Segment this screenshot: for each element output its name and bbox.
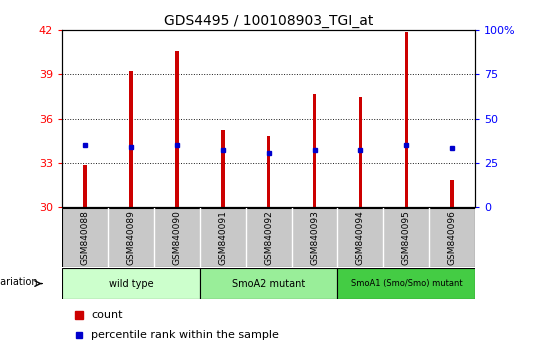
Bar [404, 32, 408, 207]
Text: SmoA1 (Smo/Smo) mutant: SmoA1 (Smo/Smo) mutant [350, 279, 462, 288]
Bar [83, 165, 87, 207]
Bar [450, 180, 454, 207]
Text: GSM840089: GSM840089 [126, 210, 136, 265]
Text: percentile rank within the sample: percentile rank within the sample [91, 330, 279, 340]
Text: GSM840095: GSM840095 [402, 210, 411, 265]
Text: GSM840093: GSM840093 [310, 210, 319, 265]
Bar [338, 268, 475, 299]
Text: wild type: wild type [109, 279, 153, 289]
Text: GSM840091: GSM840091 [218, 210, 227, 265]
Title: GDS4495 / 100108903_TGI_at: GDS4495 / 100108903_TGI_at [164, 14, 373, 28]
Text: GSM840090: GSM840090 [172, 210, 181, 265]
Text: GSM840092: GSM840092 [264, 210, 273, 265]
Text: GSM840096: GSM840096 [448, 210, 457, 265]
Bar [129, 72, 133, 207]
Bar [62, 268, 200, 299]
Text: count: count [91, 310, 123, 320]
Text: SmoA2 mutant: SmoA2 mutant [232, 279, 305, 289]
Bar [313, 93, 316, 207]
Bar [175, 51, 179, 207]
Text: GSM840088: GSM840088 [80, 210, 90, 265]
Bar [359, 97, 362, 207]
Bar [221, 130, 225, 207]
Bar [267, 136, 271, 207]
Bar [200, 268, 338, 299]
Text: GSM840094: GSM840094 [356, 210, 365, 265]
Text: genotype/variation: genotype/variation [0, 277, 38, 287]
